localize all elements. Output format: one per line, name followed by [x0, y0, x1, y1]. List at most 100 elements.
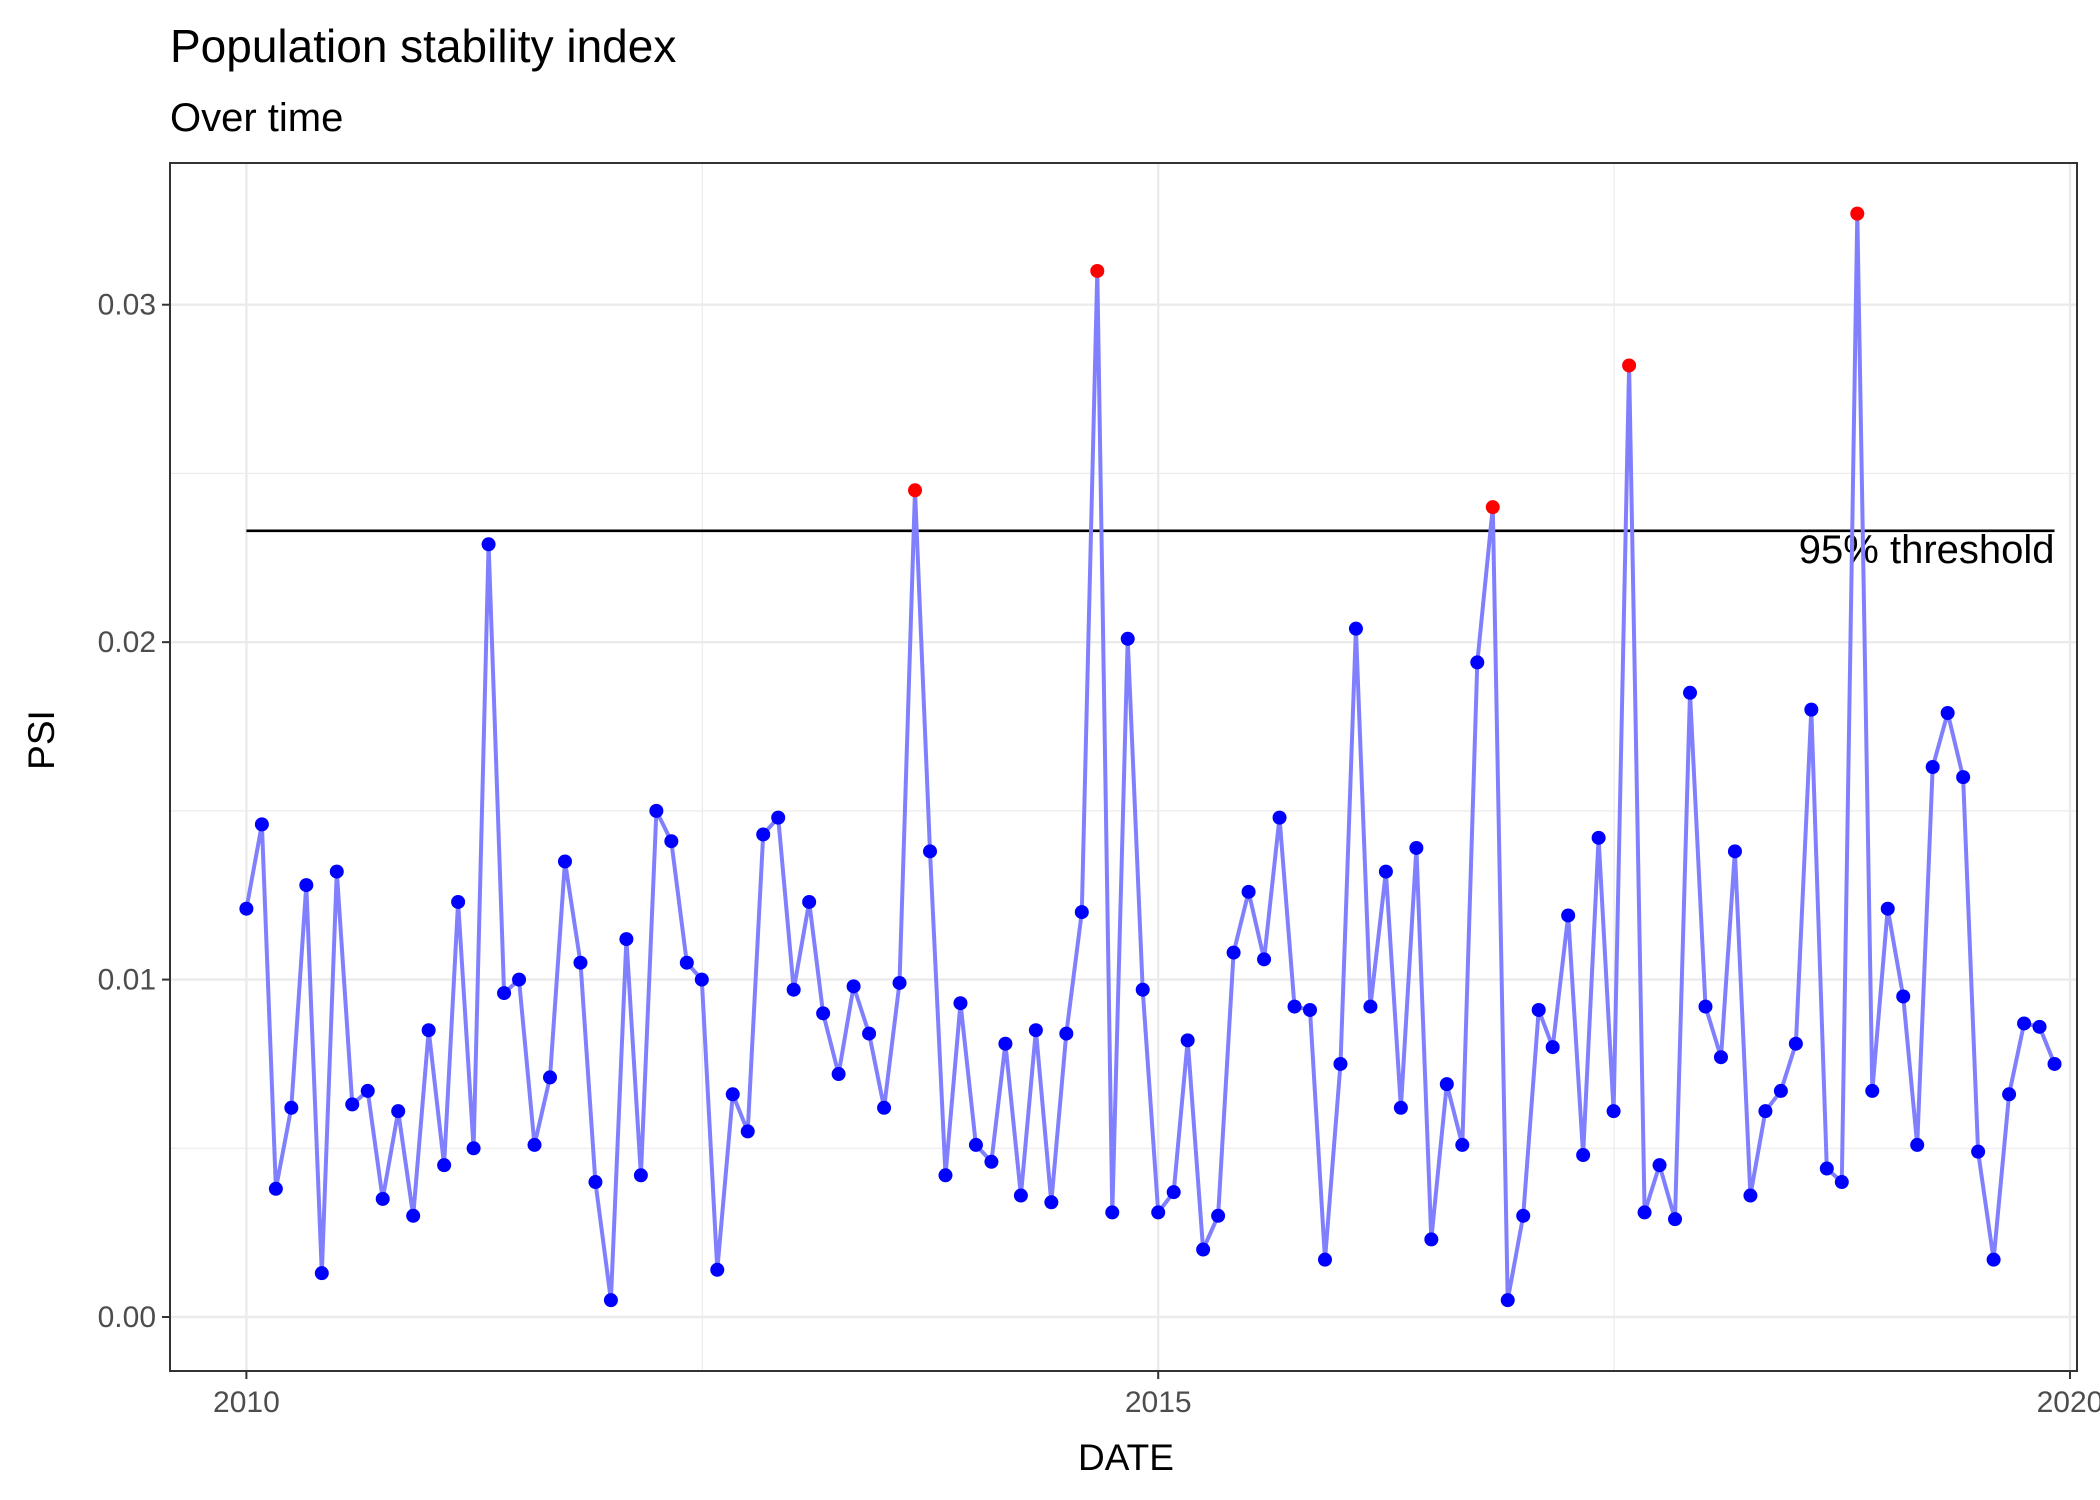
psi-point	[481, 537, 496, 552]
psi-point	[1804, 702, 1819, 717]
psi-point	[1287, 999, 1302, 1014]
threshold-layer: 95% threshold	[246, 528, 2055, 572]
psi-series-line	[244, 211, 2057, 1303]
psi-point	[314, 1266, 329, 1281]
psi-point	[1241, 884, 1256, 899]
psi-point	[1470, 655, 1485, 670]
psi-point	[1758, 1104, 1773, 1119]
psi-point	[1971, 1144, 1986, 1159]
psi-point	[1455, 1137, 1470, 1152]
psi-point	[421, 1023, 436, 1038]
psi-point	[2017, 1016, 2032, 1031]
psi-point-above-threshold	[1850, 206, 1865, 221]
psi-point	[862, 1026, 877, 1041]
psi-point	[1531, 1002, 1546, 1017]
psi-point	[1637, 1205, 1652, 1220]
psi-point	[254, 817, 269, 832]
psi-point	[1180, 1033, 1195, 1048]
psi-point	[466, 1141, 481, 1156]
psi-point	[740, 1124, 755, 1139]
psi-point	[802, 894, 817, 909]
psi-point	[1409, 840, 1424, 855]
psi-point	[1652, 1158, 1667, 1173]
psi-point	[968, 1137, 983, 1152]
psi-point	[1940, 706, 1955, 721]
psi-point	[892, 975, 907, 990]
psi-point	[619, 932, 634, 947]
psi-point	[1500, 1293, 1515, 1308]
psi-point	[1317, 1252, 1332, 1267]
psi-point	[1956, 770, 1971, 785]
chart-title: Population stability index	[170, 20, 676, 72]
psi-point	[1576, 1148, 1591, 1163]
psi-point	[694, 972, 709, 987]
psi-point	[527, 1137, 542, 1152]
psi-point	[1910, 1137, 1925, 1152]
psi-point-above-threshold	[908, 483, 923, 498]
psi-point	[2032, 1019, 2047, 1034]
psi-point	[984, 1154, 999, 1169]
psi-point-above-threshold	[1485, 500, 1500, 515]
psi-point	[1727, 844, 1742, 859]
psi-point	[679, 955, 694, 970]
psi-point	[1211, 1208, 1226, 1223]
psi-point	[391, 1104, 406, 1119]
psi-point	[239, 901, 254, 916]
psi-point	[588, 1175, 603, 1190]
psi-point	[710, 1262, 725, 1277]
y-tick-label: 0.00	[98, 1301, 156, 1334]
psi-point	[1272, 810, 1287, 825]
psi-point	[953, 996, 968, 1011]
psi-point	[497, 986, 512, 1001]
psi-point	[786, 982, 801, 997]
y-tick-label: 0.03	[98, 289, 156, 322]
psi-point	[1516, 1208, 1531, 1223]
psi-point	[345, 1097, 360, 1112]
psi-point	[1363, 999, 1378, 1014]
psi-point	[268, 1181, 283, 1196]
psi-point	[633, 1168, 648, 1183]
y-tick-label: 0.01	[98, 964, 156, 997]
psi-point	[1105, 1205, 1120, 1220]
psi-point	[1591, 830, 1606, 845]
psi-point	[846, 979, 861, 994]
psi-point	[1303, 1002, 1318, 1017]
psi-point	[1439, 1077, 1454, 1092]
psi-point	[771, 810, 786, 825]
psi-point	[1393, 1100, 1408, 1115]
plot-border	[169, 162, 2078, 1372]
x-tick-label: 2015	[1125, 1386, 1192, 1419]
psi-point	[664, 834, 679, 849]
psi-point	[1044, 1195, 1059, 1210]
y-axis-ticks: 0.00 0.01 0.02 0.03	[98, 289, 170, 1334]
psi-point	[512, 972, 527, 987]
x-tick-label: 2010	[213, 1386, 280, 1419]
grid	[170, 163, 2077, 1371]
psi-point	[451, 894, 466, 909]
psi-point	[1333, 1056, 1348, 1071]
psi-point	[437, 1158, 452, 1173]
psi-point	[1196, 1242, 1211, 1257]
psi-point	[1713, 1050, 1728, 1065]
psi-point	[998, 1036, 1013, 1051]
psi-point	[1120, 631, 1135, 646]
psi-point	[1743, 1188, 1758, 1203]
psi-point	[1257, 952, 1272, 967]
psi-point	[1788, 1036, 1803, 1051]
psi-point	[1378, 864, 1393, 879]
psi-point-above-threshold	[1622, 358, 1637, 373]
psi-point	[543, 1070, 558, 1085]
x-axis-ticks: 2010 2015 2020	[213, 1371, 2100, 1419]
psi-point	[877, 1100, 892, 1115]
psi-point	[1013, 1188, 1028, 1203]
y-tick-label: 0.02	[98, 626, 156, 659]
psi-point	[1135, 982, 1150, 997]
psi-point	[1606, 1104, 1621, 1119]
psi-point	[375, 1191, 390, 1206]
x-axis-title: DATE	[1078, 1437, 1174, 1478]
psi-point	[1865, 1083, 1880, 1098]
psi-point	[1986, 1252, 2001, 1267]
psi-point	[1028, 1023, 1043, 1038]
psi-point	[1074, 905, 1089, 920]
y-axis-title: PSI	[21, 710, 62, 770]
